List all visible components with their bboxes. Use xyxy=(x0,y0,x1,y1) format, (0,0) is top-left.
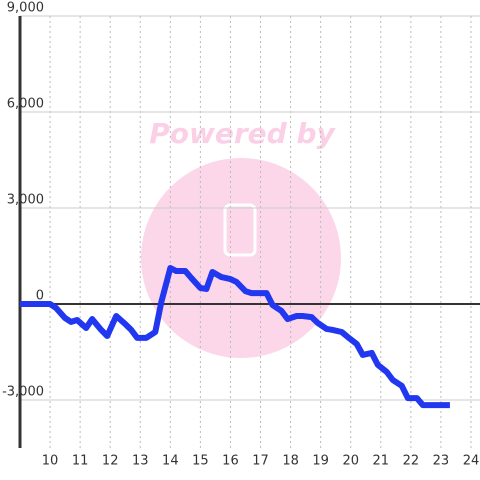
data-line xyxy=(20,265,450,409)
x-tick-label: 15 xyxy=(192,454,209,469)
x-tick-label: 18 xyxy=(282,454,299,469)
x-tick-label: 14 xyxy=(162,454,179,469)
y-tick-label: 3,000 xyxy=(7,193,44,208)
x-tick-label: 21 xyxy=(373,454,390,469)
y-tick-label: -3,000 xyxy=(2,385,44,400)
x-tick-label: 17 xyxy=(252,454,269,469)
y-tick-label: 0 xyxy=(36,289,44,304)
watermark-text: Powered by xyxy=(149,117,336,150)
x-tick-label: 12 xyxy=(102,454,119,469)
x-tick-label: 11 xyxy=(72,454,89,469)
y-tick-label: 9,000 xyxy=(7,1,44,16)
y-tick-label: 6,000 xyxy=(7,97,44,112)
x-tick-label: 22 xyxy=(403,454,420,469)
x-tick-label: 24 xyxy=(463,454,480,469)
x-tick-label: 23 xyxy=(433,454,450,469)
x-tick-label: 16 xyxy=(222,454,239,469)
x-tick-label: 13 xyxy=(132,454,149,469)
watermark-icon xyxy=(223,203,257,257)
x-tick-label: 10 xyxy=(42,454,59,469)
x-tick-label: 19 xyxy=(312,454,329,469)
x-tick-label: 20 xyxy=(342,454,359,469)
watermark-logo xyxy=(141,158,341,358)
